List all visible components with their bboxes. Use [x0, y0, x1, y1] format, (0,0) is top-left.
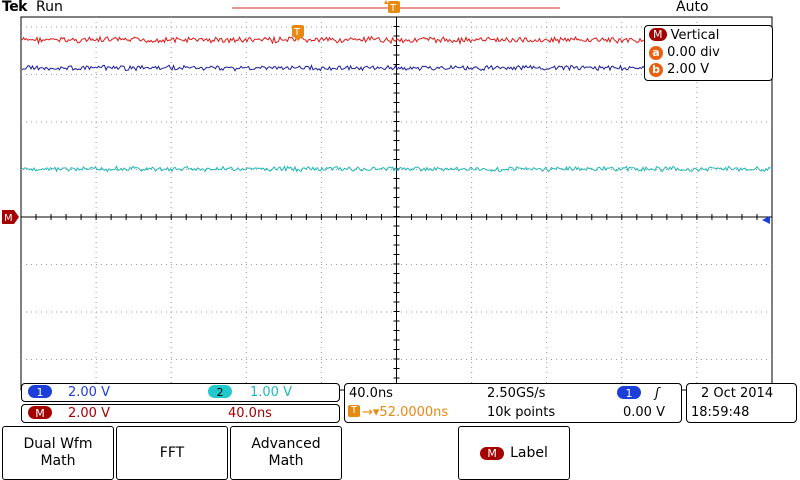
trigger-position-icon: T	[348, 405, 360, 417]
channel2-scale: 1.00 V	[250, 385, 292, 400]
math-badge: M	[649, 28, 667, 41]
channel-readout-box[interactable]: 1 2.00 V 2 1.00 V	[21, 383, 340, 402]
dual-wfm-math-button[interactable]: Dual Wfm Math	[2, 426, 114, 480]
math-readout-box[interactable]: M 2.00 V 40.0ns	[21, 404, 340, 423]
graticule-grid	[20, 16, 773, 390]
math-channel-badge: M	[28, 406, 52, 420]
knob-a-icon: a	[649, 46, 663, 60]
channel1-scale: 2.00 V	[68, 385, 110, 400]
datetime-box: 2 Oct 2014 18:59:48	[686, 383, 797, 423]
brand-logo: Tek	[2, 0, 28, 15]
fft-label: FFT	[159, 444, 185, 461]
channel2-waveform-trace	[21, 165, 771, 173]
advanced-math-label: Advanced Math	[251, 436, 321, 469]
fft-button[interactable]: FFT	[116, 426, 228, 480]
math-position-value: 0.00 div	[667, 45, 720, 60]
advanced-math-button[interactable]: Advanced Math	[230, 426, 342, 480]
status-header: T Tek Run Auto	[0, 0, 800, 16]
acquisition-status[interactable]: Run	[36, 0, 63, 15]
label-button[interactable]: M Label	[458, 426, 570, 480]
horizontal-scale: 40.0ns	[349, 386, 393, 401]
math-timebase: 40.0ns	[228, 406, 272, 421]
record-view-bar: T	[232, 0, 560, 14]
knob-b-icon: b	[649, 63, 663, 77]
horizontal-position: →▾52.0000ns	[362, 405, 449, 420]
label-math-badge: M	[480, 446, 505, 460]
timebase-readout-box[interactable]: 40.0ns 2.50GS/s 1 ʃ T →▾52.0000ns 10k po…	[344, 383, 682, 423]
math-vertical-title: Vertical	[670, 28, 720, 43]
math-ground-marker-icon[interactable]: M	[2, 210, 19, 224]
trigger-position-marker-icon[interactable]: T	[292, 25, 304, 41]
label-button-label: Label	[510, 444, 548, 461]
svg-text:T: T	[293, 27, 301, 38]
svg-text:M: M	[4, 213, 13, 224]
channel2-badge: 2	[208, 385, 232, 399]
record-trigger-icon: T	[388, 1, 400, 14]
trigger-mode[interactable]: Auto	[676, 0, 709, 15]
math-vertical-panel[interactable]: M Vertical a 0.00 div b 2.00 V	[644, 25, 773, 81]
trigger-source-badge: 1	[617, 386, 641, 400]
channel1-badge: 1	[28, 385, 52, 399]
date: 2 Oct 2014	[701, 386, 774, 401]
trigger-level: 0.00 V	[623, 405, 665, 420]
math-scale: 2.00 V	[68, 406, 110, 421]
math-scale-value: 2.00 V	[667, 62, 710, 77]
sample-rate: 2.50GS/s	[487, 386, 546, 401]
dual-wfm-math-label: Dual Wfm Math	[23, 436, 93, 469]
record-length: 10k points	[487, 405, 556, 420]
trigger-level-marker-icon	[762, 216, 770, 224]
time: 18:59:48	[691, 405, 750, 420]
trigger-slope-icon: ʃ	[655, 386, 660, 401]
svg-text:T: T	[389, 3, 397, 14]
